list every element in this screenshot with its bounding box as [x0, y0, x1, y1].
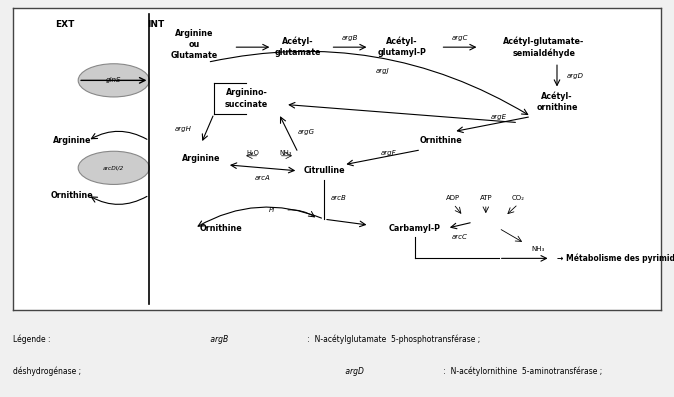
Text: Acétyl-glutamate-
semialdéhyde: Acétyl-glutamate- semialdéhyde: [503, 37, 584, 58]
Text: :  N-acétylglutamate  5-phosphotransférase ;: : N-acétylglutamate 5-phosphotransférase…: [305, 335, 483, 344]
Text: H₂O: H₂O: [247, 150, 259, 156]
Text: argC: argC: [452, 35, 468, 41]
Text: argF: argF: [381, 150, 396, 156]
Text: argE: argE: [491, 114, 507, 119]
Text: Arginine
ou
Glutamate: Arginine ou Glutamate: [171, 29, 218, 60]
Text: Acétyl-
glutamate: Acétyl- glutamate: [275, 37, 321, 58]
Text: déshydrogénase ;: déshydrogénase ;: [13, 367, 84, 376]
Text: arcDI/2: arcDI/2: [103, 166, 125, 170]
Text: arcA: arcA: [255, 175, 270, 181]
Text: Arginine: Arginine: [53, 136, 91, 145]
Text: argD: argD: [567, 73, 584, 79]
Text: EXT: EXT: [55, 20, 75, 29]
Text: → Métabolisme des pyrimidines: → Métabolisme des pyrimidines: [557, 254, 674, 263]
Text: arcC: arcC: [452, 234, 468, 240]
Text: argG: argG: [298, 129, 315, 135]
Text: argB: argB: [208, 335, 228, 344]
Text: argD: argD: [344, 367, 365, 376]
Text: Pi: Pi: [269, 207, 276, 213]
Text: CO₂: CO₂: [512, 195, 524, 201]
Text: Arginino-
succinate: Arginino- succinate: [225, 89, 268, 108]
Text: Ornithine: Ornithine: [51, 191, 93, 200]
Text: glnS: glnS: [106, 77, 121, 83]
Text: Citrulline: Citrulline: [303, 166, 345, 175]
Text: Légende :: Légende :: [13, 335, 53, 344]
Text: Carbamyl-P: Carbamyl-P: [389, 224, 441, 233]
Text: argJ: argJ: [375, 68, 389, 74]
Text: Ornithine: Ornithine: [419, 136, 462, 145]
Text: INT: INT: [147, 20, 164, 29]
Text: Acétyl-
ornithine: Acétyl- ornithine: [537, 91, 578, 112]
Text: ADP: ADP: [446, 195, 460, 201]
Circle shape: [78, 151, 150, 185]
Text: argB: argB: [342, 35, 358, 41]
Text: Ornithine: Ornithine: [199, 224, 242, 233]
Text: Arginine: Arginine: [182, 154, 220, 163]
Text: :  N-acétylornithine  5-aminotransférase ;: : N-acétylornithine 5-aminotransférase ;: [441, 367, 604, 376]
Text: argH: argH: [175, 125, 191, 132]
Text: ATP: ATP: [479, 195, 492, 201]
Text: Acétyl-
glutamyl-P: Acétyl- glutamyl-P: [377, 37, 426, 58]
Text: NH₃: NH₃: [531, 246, 545, 252]
Circle shape: [78, 64, 150, 97]
Text: NH₃: NH₃: [279, 150, 291, 156]
Text: arcB: arcB: [330, 195, 346, 201]
